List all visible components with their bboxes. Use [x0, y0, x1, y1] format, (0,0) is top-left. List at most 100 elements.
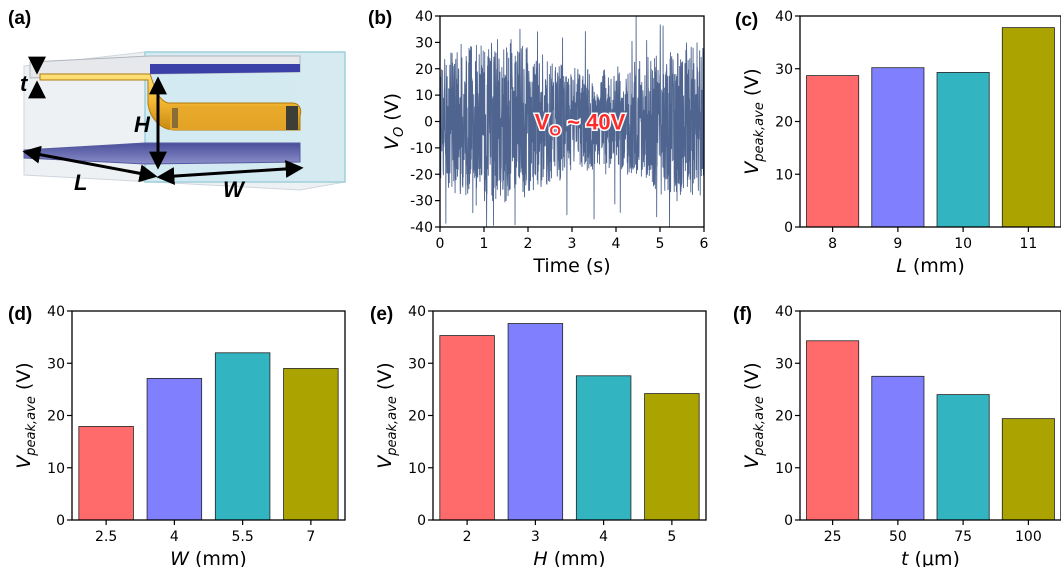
y-tick-label: 30 [775, 62, 793, 78]
dimension-t: t [20, 71, 29, 96]
x-tick-label: 5 [667, 529, 676, 545]
y-axis-label: VO (V) [381, 93, 407, 150]
y-tick-label: 30 [415, 35, 433, 51]
dimension-L: L [74, 170, 87, 195]
chart-d: 0 10 20 30 40 2.5 4 5.5 7 W (mm) Vpeak,ave (V) [13, 304, 346, 567]
bar-75 [936, 394, 990, 521]
bar-8 [806, 75, 860, 228]
bar-100 [1001, 418, 1055, 521]
y-tick-label: 40 [408, 304, 426, 320]
dimension-H: H [134, 112, 151, 137]
y-axis-label: Vpeak,ave (V) [13, 362, 39, 468]
film-flap [170, 106, 298, 130]
y-tick-label: 20 [775, 115, 793, 131]
y-tick-label: 20 [47, 409, 65, 425]
panel-label-f: (f) [733, 304, 752, 325]
l-arrow [22, 145, 158, 183]
bar-7 [283, 368, 339, 521]
w-arrow [156, 159, 304, 186]
y-tick-label: 10 [408, 461, 426, 477]
chart-f: 0 10 20 30 40 25 50 75 100 t (μm) Vpeak,ave (V) [741, 304, 1061, 567]
y-tick-label: 10 [47, 461, 65, 477]
plot-frame [799, 15, 1061, 228]
bar-4 [146, 377, 203, 521]
x-tick-label: 10 [954, 236, 972, 252]
y-tick-label: -40 [410, 220, 433, 236]
y-axis-label: Vpeak,ave (V) [741, 362, 767, 468]
y-tick-label: -20 [410, 167, 433, 183]
bar-10 [936, 72, 990, 228]
x-tick-label: 25 [824, 529, 842, 545]
x-axis-label: Time (s) [532, 255, 610, 277]
x-tick-label: 75 [954, 529, 972, 545]
y-tick-label: 30 [775, 356, 793, 372]
y-tick-label: 10 [415, 88, 433, 104]
panel-label-d: (d) [8, 304, 32, 325]
bar-11 [1001, 27, 1055, 228]
bar-2.5 [78, 426, 134, 521]
plot-frame [439, 15, 705, 228]
y-tick-label: 20 [415, 62, 433, 78]
x-tick-label: 8 [828, 236, 837, 252]
x-tick-label: 2 [524, 236, 533, 252]
x-axis-label: H (mm) [533, 548, 605, 567]
panel-label-b: (b) [368, 8, 392, 29]
bar-3 [507, 323, 564, 521]
panel-label-c: (c) [735, 10, 758, 31]
bar-25 [806, 340, 860, 521]
bar-4 [575, 375, 632, 521]
plot-frame [799, 310, 1061, 521]
y-tick-label: 0 [56, 513, 65, 529]
x-tick-label: 7 [306, 529, 315, 545]
chart-b: -40 -30 -20 -10 0 10 20 30 40 0 1 2 3 4 5 6 Time (s) VO (… [381, 9, 709, 277]
film-edge [172, 108, 178, 128]
bar-9 [871, 67, 925, 228]
y-axis-label: Vpeak,ave (V) [741, 68, 767, 174]
y-tick-label: 40 [415, 9, 433, 25]
plot-frame [71, 310, 346, 521]
x-axis-label: L (mm) [896, 255, 964, 277]
x-tick-label: 50 [889, 529, 907, 545]
device-diagram: t H L W [20, 51, 346, 202]
y-tick-label: 40 [47, 304, 65, 320]
top-electrode [150, 64, 300, 74]
y-tick-label: 40 [775, 9, 793, 25]
x-tick-label: 3 [531, 529, 540, 545]
x-tick-label: 1 [480, 236, 489, 252]
x-tick-label: 4 [599, 529, 608, 545]
x-axis-label: t (μm) [901, 548, 960, 567]
y-tick-label: 20 [775, 409, 793, 425]
signal-trace [439, 16, 705, 227]
panel-label-e: (e) [370, 304, 393, 325]
x-tick-label: 2.5 [95, 529, 117, 545]
y-tick-label: 0 [784, 513, 793, 529]
plot-frame [432, 310, 707, 521]
y-tick-label: 20 [408, 409, 426, 425]
y-tick-label: 30 [408, 356, 426, 372]
x-tick-label: 5 [656, 236, 665, 252]
x-tick-label: 100 [1015, 529, 1042, 545]
x-tick-label: 5.5 [231, 529, 253, 545]
y-tick-label: -30 [410, 194, 433, 210]
x-tick-label: 11 [1019, 236, 1037, 252]
bar-2 [439, 335, 495, 521]
y-tick-label: 10 [775, 461, 793, 477]
x-tick-label: 4 [170, 529, 179, 545]
x-tick-label: 6 [700, 236, 709, 252]
y-tick-label: 0 [417, 513, 426, 529]
x-tick-label: 2 [463, 529, 472, 545]
panel-label-a: (a) [8, 8, 31, 29]
chart-e: 0 10 20 30 40 2 3 4 5 H (mm) Vpeak,ave (V) [374, 304, 707, 567]
y-tick-label: 0 [784, 220, 793, 236]
chart-c: 0 10 20 30 40 8 9 10 11 L (mm) Vpeak,ave (V) [741, 9, 1061, 277]
annotation-vo: VO ~ 40V [535, 110, 626, 140]
y-tick-label: 30 [47, 356, 65, 372]
y-tick-label: 10 [775, 167, 793, 183]
y-tick-label: -10 [410, 141, 433, 157]
bar-50 [871, 375, 925, 521]
y-tick-label: 0 [424, 115, 433, 131]
x-tick-label: 3 [568, 236, 577, 252]
x-tick-label: 9 [893, 236, 902, 252]
